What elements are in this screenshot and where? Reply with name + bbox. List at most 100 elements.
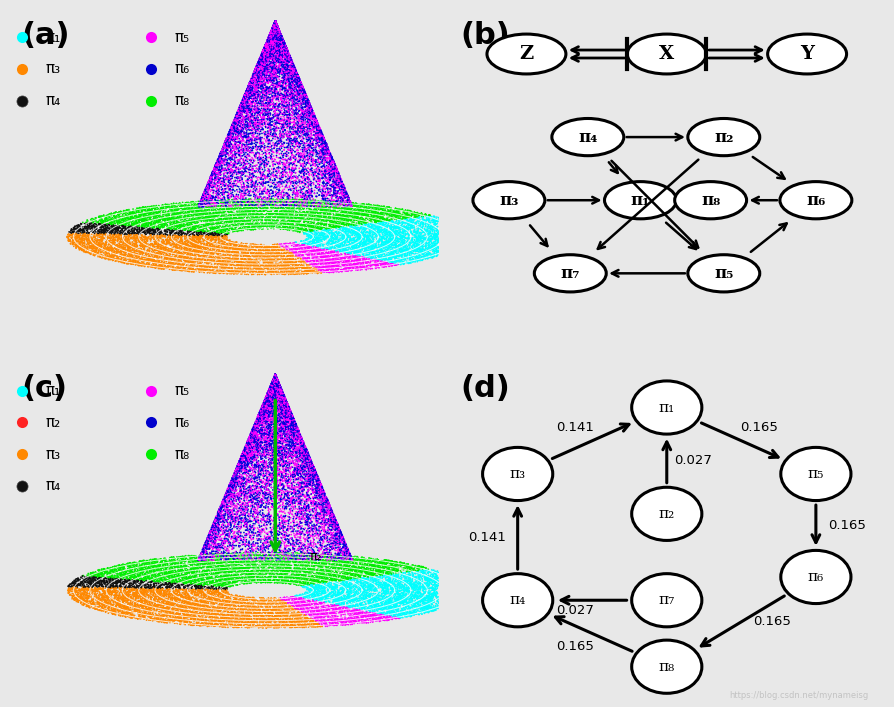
Point [97,228,112,240]
Point [145,206,159,218]
Point [238,114,252,125]
Point [235,194,249,205]
Point [412,237,426,248]
Point [281,53,295,64]
Point [309,479,324,491]
Point [359,609,374,621]
Point [365,218,379,229]
Point [319,547,333,558]
Point [336,559,350,571]
Point [302,262,316,273]
Point [305,484,319,495]
Point [289,104,303,115]
Point [413,247,427,259]
Point [139,605,153,617]
Point [318,569,333,580]
Point [267,547,282,559]
Point [309,501,324,513]
Point [395,252,409,264]
Point [388,233,402,245]
Point [343,595,358,607]
Point [338,207,352,218]
Point [213,551,227,563]
Point [114,592,128,603]
Point [183,619,198,631]
Point [258,395,273,407]
Point [300,603,315,614]
Point [239,548,253,559]
Point [325,261,339,272]
Point [173,214,188,226]
Point [166,199,181,210]
Point [283,83,298,95]
Point [171,261,185,272]
Point [292,618,307,629]
Point [260,604,274,615]
Point [366,559,380,571]
Point [179,570,193,581]
Point [265,119,279,131]
Point [387,245,401,256]
Point [266,28,280,40]
Point [393,574,408,585]
Point [170,243,184,254]
Point [291,243,305,255]
Point [142,214,156,226]
Point [390,233,404,245]
Point [221,575,235,586]
Point [319,590,333,601]
Point [240,441,254,452]
Point [138,607,152,618]
Point [329,221,343,232]
Point [288,72,302,83]
Point [344,595,358,607]
Point [182,600,197,612]
Point [355,610,369,621]
Point [130,577,144,588]
Point [207,593,222,604]
Point [294,508,308,519]
Point [320,165,334,177]
Point [269,600,283,612]
Point [293,559,308,570]
Point [232,216,247,228]
Point [137,211,151,222]
Point [409,233,424,244]
Point [316,131,330,142]
Point [232,168,246,180]
Point [223,556,237,567]
Point [174,604,189,616]
Point [351,614,366,626]
Point [226,225,240,236]
Point [291,426,305,438]
Point [252,54,266,66]
Point [340,574,354,585]
Point [266,241,280,252]
Point [180,197,194,208]
Point [376,588,391,599]
Point [269,374,283,385]
Point [263,498,277,509]
Point [184,589,198,600]
Point [243,532,257,543]
Point [210,159,224,170]
Point [145,556,159,567]
Point [233,129,248,141]
Point [310,154,325,165]
Point [299,560,313,571]
Point [371,595,385,606]
Point [294,111,308,122]
Point [217,601,232,612]
Point [277,269,291,280]
Point [251,59,266,70]
Point [153,593,167,604]
Point [173,227,188,238]
Point [309,567,324,578]
Point [325,520,339,531]
Point [141,248,156,259]
Point [283,257,297,269]
Point [249,543,264,554]
Point [256,98,270,109]
Point [252,155,266,166]
Point [265,598,279,609]
